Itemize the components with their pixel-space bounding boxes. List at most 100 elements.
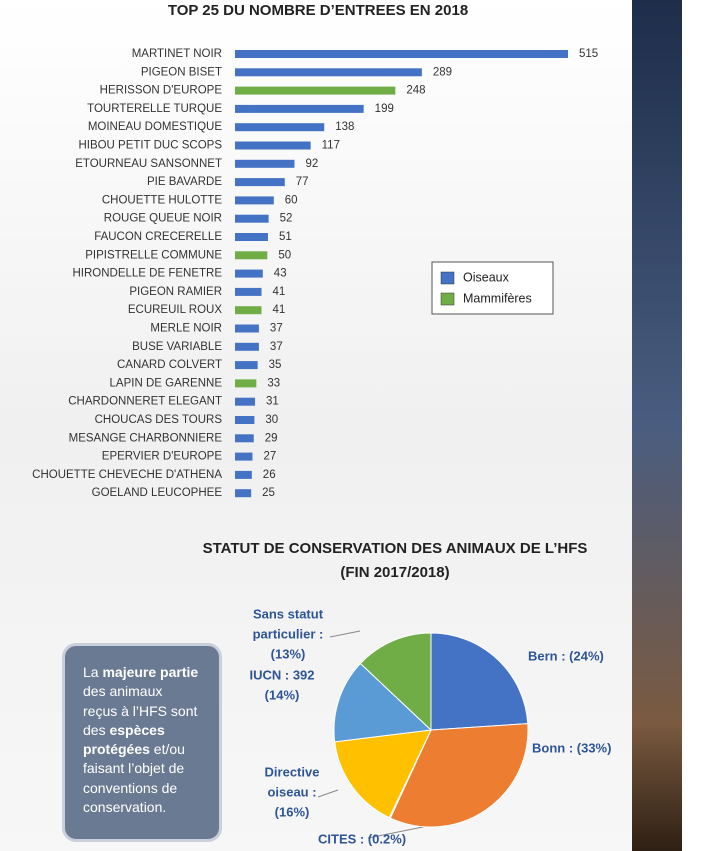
category-label: CHOUETTE CHEVECHE D'ATHENA — [32, 469, 222, 481]
value-label: 31 — [266, 396, 279, 408]
category-label: TOURTERELLE TURQUE — [87, 103, 222, 115]
value-label: 26 — [263, 469, 276, 481]
note-text: majeure partie — [102, 664, 199, 680]
note-line: protégées et/ou — [83, 740, 219, 759]
bar — [235, 214, 269, 223]
category-label: HERISSON D'EUROPE — [100, 85, 223, 97]
note-text: espèces — [109, 721, 165, 738]
note-text: faisant l’objet de — [83, 760, 185, 777]
value-label: 51 — [279, 231, 292, 243]
category-label: ROUGE QUEUE NOIR — [104, 213, 222, 225]
bar — [235, 379, 257, 388]
slice-label: (13%) — [271, 646, 306, 661]
bar — [235, 489, 252, 498]
category-label: MERLE NOIR — [150, 323, 222, 335]
category-label: MOINEAU DOMESTIQUE — [88, 121, 223, 133]
value-label: 29 — [265, 432, 278, 444]
note-line: reçus à l’HFS sont — [83, 702, 219, 721]
note-line: des espèces — [83, 721, 219, 740]
bar — [235, 324, 259, 333]
chart-title: TOP 25 DU NOMBRE D’ENTREES EN 2018 — [168, 2, 468, 19]
category-label: CHARDONNERET ELEGANT — [68, 396, 222, 408]
value-label: 248 — [406, 85, 425, 97]
pie-slice — [333, 662, 433, 743]
value-label: 30 — [265, 414, 278, 426]
bar — [235, 141, 311, 150]
legend-label: Mammifères — [463, 291, 532, 305]
bar — [235, 470, 252, 479]
value-label: 37 — [270, 341, 283, 353]
bar — [235, 269, 263, 278]
value-label: 33 — [267, 377, 280, 389]
note-line: des animaux — [83, 682, 219, 701]
category-label: EPERVIER D'EUROPE — [102, 451, 223, 463]
leader-line — [367, 825, 429, 839]
chart-title: STATUT DE CONSERVATION DES ANIMAUX DE L’… — [203, 540, 588, 557]
category-label: LAPIN DE GARENNE — [110, 377, 223, 389]
note-line: conservation. — [83, 798, 219, 817]
legend-label: Oiseaux — [463, 270, 510, 284]
slice-label: particulier : — [253, 626, 324, 641]
slice-label: Bern : (24%) — [528, 648, 604, 663]
slice-label: IUCN : 392 — [249, 667, 314, 682]
category-label: PIGEON BISET — [141, 66, 222, 78]
category-label: MESANGE CHARBONNIERE — [69, 432, 223, 444]
value-label: 117 — [322, 140, 340, 152]
slice-label: Sans statut — [253, 606, 324, 621]
bar — [235, 416, 255, 424]
value-label: 199 — [375, 103, 394, 115]
legend-swatch — [440, 292, 455, 306]
legend-box — [431, 261, 554, 315]
value-label: 289 — [433, 66, 452, 78]
category-label: ECUREUIL ROUX — [128, 304, 222, 316]
note-box: La majeure partie des animaux reçus à l’HF… — [62, 643, 222, 842]
note-text: des animaux — [83, 683, 163, 700]
note-text: et/ou — [149, 741, 185, 758]
slice-label: (14%) — [265, 687, 300, 702]
bar — [235, 251, 268, 260]
value-label: 37 — [270, 323, 283, 335]
value-label: 25 — [262, 487, 275, 499]
bar — [235, 397, 256, 406]
note-text: conservation. — [83, 799, 167, 816]
bar — [235, 50, 568, 58]
bar — [235, 104, 364, 113]
bar — [235, 123, 325, 132]
value-label: 41 — [273, 304, 286, 316]
category-label: PIE BAVARDE — [147, 176, 222, 188]
pie-slice — [389, 723, 529, 828]
chart-title: (FIN 2017/2018) — [340, 564, 449, 581]
note-text: des — [83, 721, 110, 738]
slice-label: oiseau : — [267, 784, 316, 799]
pie-slice — [334, 729, 432, 819]
value-label: 27 — [263, 451, 276, 463]
bar — [235, 68, 422, 77]
category-label: GOELAND LEUCOPHEE — [92, 487, 223, 499]
value-label: 50 — [278, 249, 291, 261]
value-label: 35 — [269, 359, 282, 371]
slice-label: (16%) — [275, 804, 310, 819]
category-label: CANARD COLVERT — [117, 359, 222, 371]
category-label: MARTINET NOIR — [132, 48, 222, 60]
category-label: BUSE VARIABLE — [132, 341, 222, 353]
leader-line — [317, 789, 339, 798]
category-label: PIGEON RAMIER — [129, 286, 222, 298]
value-label: 77 — [296, 176, 309, 188]
pie-slice — [359, 632, 432, 732]
legend-swatch — [440, 271, 455, 285]
bar — [235, 233, 268, 241]
value-label: 138 — [335, 121, 354, 133]
bar — [235, 306, 262, 315]
pie-slice — [430, 632, 529, 731]
note-text: conventions de — [83, 779, 178, 796]
bar — [235, 196, 274, 205]
slice-label: Bonn : (33%) — [532, 740, 611, 755]
category-label: ETOURNEAU SANSONNET — [75, 158, 222, 170]
value-label: 60 — [285, 194, 298, 206]
bar — [235, 86, 396, 95]
bar — [235, 452, 253, 461]
bar — [235, 159, 295, 168]
value-label: 515 — [579, 48, 598, 60]
slice-label: CITES : (0.2%) — [318, 831, 406, 846]
